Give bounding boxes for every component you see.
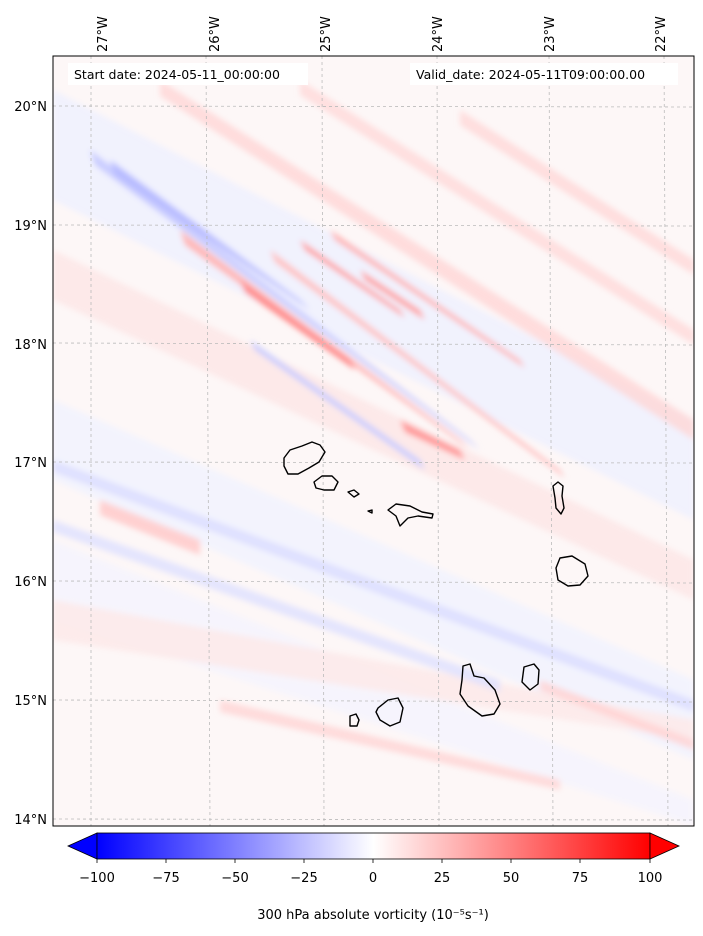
island-santa-luzia xyxy=(347,489,360,498)
island-sal xyxy=(552,481,565,515)
colorbar-tick-50: 50 xyxy=(503,871,520,886)
colorbar-extend-high xyxy=(649,832,680,860)
coastlines xyxy=(283,441,589,727)
latitude-labels: 20°N 19°N 18°N 17°N 16°N 15°N 14°N xyxy=(14,100,47,828)
lat-label-15n: 15°N xyxy=(14,694,47,709)
lon-label-26w: 26°W xyxy=(208,16,223,52)
colorbar-ticks xyxy=(96,859,651,863)
island-santo-antao xyxy=(283,441,326,475)
valid-label-box xyxy=(410,63,678,85)
colorbar-body xyxy=(96,832,651,860)
graticule xyxy=(53,56,694,826)
colorbar-tick--75: −75 xyxy=(152,871,179,886)
island-boa-vista xyxy=(555,555,589,587)
longitude-labels: 27°W 26°W 25°W 24°W 23°W 22°W xyxy=(96,16,669,52)
lon-label-24w: 24°W xyxy=(431,16,446,52)
island-sao-nicolau xyxy=(387,503,434,527)
colorbar-tick-100: 100 xyxy=(638,871,663,886)
lat-label-14n: 14°N xyxy=(14,813,47,828)
colorbar-label: 300 hPa absolute vorticity (10⁻⁵s⁻¹) xyxy=(257,908,489,923)
island-sao-vicente xyxy=(313,475,339,491)
colorbar-tick-25: 25 xyxy=(434,871,451,886)
lat-label-19n: 19°N xyxy=(14,219,47,234)
colorbar-tick--25: −25 xyxy=(290,871,317,886)
island-santiago xyxy=(459,663,501,717)
lon-label-27w: 27°W xyxy=(96,16,111,52)
colorbar-tick-0: 0 xyxy=(369,871,377,886)
colorbar-tick-75: 75 xyxy=(572,871,589,886)
island-branco xyxy=(367,509,373,514)
lon-label-22w: 22°W xyxy=(654,16,669,52)
colorbar-tick--50: −50 xyxy=(221,871,248,886)
colorbar-tick--100: −100 xyxy=(79,871,115,886)
vorticity-field xyxy=(53,80,694,826)
island-maio xyxy=(521,663,540,691)
colorbar-extend-low xyxy=(67,832,98,860)
lat-label-20n: 20°N xyxy=(14,100,47,115)
lat-label-18n: 18°N xyxy=(14,338,47,353)
lat-label-16n: 16°N xyxy=(14,575,47,590)
valid-date-label: Valid_date: 2024-05-11T09:00:00.00 xyxy=(416,67,645,82)
colorbar: −100 −75 −50 −25 0 25 50 75 100 300 hPa … xyxy=(67,832,680,923)
island-brava xyxy=(349,713,360,727)
lat-label-17n: 17°N xyxy=(14,456,47,471)
start-date-label: Start date: 2024-05-11_00:00:00 xyxy=(74,67,280,82)
lon-label-23w: 23°W xyxy=(543,16,558,52)
map-frame xyxy=(52,55,695,827)
lon-label-25w: 25°W xyxy=(319,16,334,52)
island-fogo xyxy=(375,697,404,727)
start-label-box xyxy=(68,63,308,85)
